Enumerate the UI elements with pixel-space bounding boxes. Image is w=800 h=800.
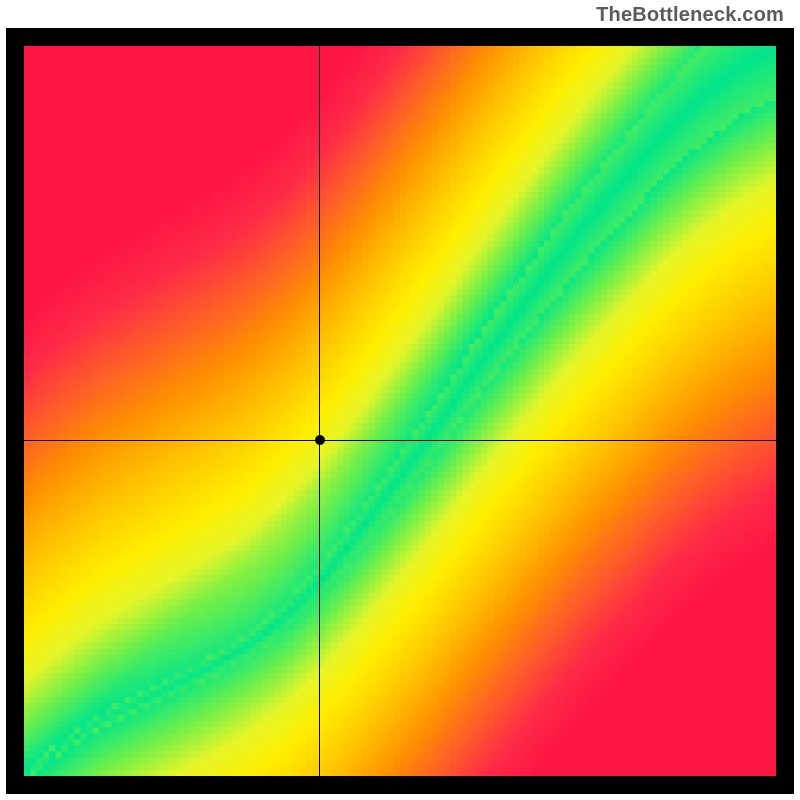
heatmap-plot — [6, 28, 794, 794]
crosshair-horizontal — [24, 440, 776, 441]
crosshair-vertical — [319, 46, 320, 776]
chart-container: TheBottleneck.com — [0, 0, 800, 800]
watermark-text: TheBottleneck.com — [596, 4, 784, 27]
heatmap-canvas — [24, 46, 776, 776]
crosshair-dot — [315, 435, 325, 445]
